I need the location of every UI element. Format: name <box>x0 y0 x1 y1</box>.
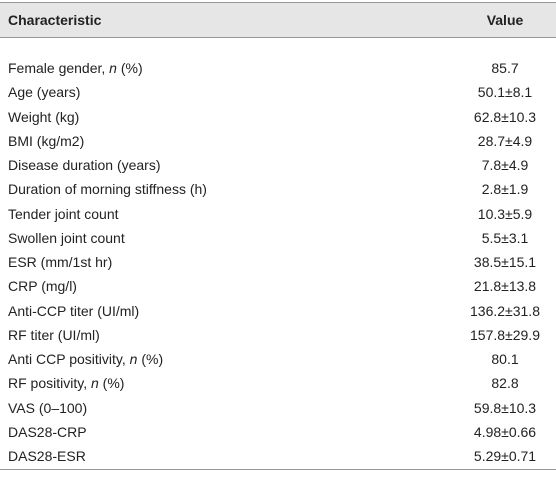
row-label: VAS (0–100) <box>8 399 88 416</box>
header-cell: Characteristic <box>8 12 102 28</box>
row-label: DAS28-CRP <box>8 423 87 440</box>
row-value: 21.8±13.8 <box>473 278 537 295</box>
header-background <box>0 2 556 38</box>
row-label: Duration of morning stiffness (h) <box>8 181 207 198</box>
row-label: RF titer (UI/ml) <box>8 326 100 343</box>
row-value: 59.8±10.3 <box>473 399 537 416</box>
label-part: n <box>129 351 138 367</box>
row-value: 4.98±0.66 <box>473 423 537 440</box>
row-label: DAS28-ESR <box>8 448 86 464</box>
row-value: 157.8±29.9 <box>470 326 540 343</box>
row-value: 50.1±8.1 <box>477 84 533 101</box>
label-part: n <box>90 375 99 392</box>
row-value: 136.2±31.8 <box>470 302 540 319</box>
row-value: 2.8±1.9 <box>481 181 529 198</box>
label-part: (%) <box>116 60 143 76</box>
label-part: RF positivity, <box>8 375 91 392</box>
label-part: (%) <box>137 351 164 367</box>
row-value: 10.3±5.9 <box>477 205 533 222</box>
label-part: Female gender, <box>8 60 110 76</box>
row-label: RF positivity, n (%) <box>8 373 124 393</box>
row-value: 82.8 <box>491 375 519 392</box>
row-label: Swollen joint count <box>8 229 125 246</box>
label-part: Anti CCP positivity, <box>8 351 130 367</box>
row-value: 5.5±3.1 <box>481 229 529 246</box>
header-cell: Value <box>486 12 524 28</box>
row-value: 28.7±4.9 <box>477 132 533 149</box>
row-label: Weight (kg) <box>8 108 80 125</box>
row-label: ESR (mm/1st hr) <box>8 254 113 270</box>
row-label: Anti-CCP titer (UI/ml) <box>8 302 140 319</box>
row-label: CRP (mg/l) <box>8 278 77 295</box>
row-label: Age (years) <box>8 84 81 101</box>
bottom-rule <box>0 469 556 471</box>
row-value: 5.29±0.71 <box>473 448 537 464</box>
row-label: Tender joint count <box>8 205 119 222</box>
row-value: 80.1 <box>491 351 519 367</box>
row-label: Disease duration (years) <box>8 157 161 173</box>
row-value: 7.8±4.9 <box>481 157 529 173</box>
row-value: 85.7 <box>491 60 519 76</box>
row-value: 62.8±10.3 <box>473 108 537 125</box>
row-label: BMI (kg/m2) <box>8 132 85 149</box>
row-label: Anti CCP positivity, n (%) <box>8 349 163 369</box>
row-label: Female gender, n (%) <box>8 58 143 78</box>
label-part: (%) <box>98 375 125 392</box>
row-value: 38.5±15.1 <box>473 254 537 270</box>
label-part: n <box>109 60 117 76</box>
